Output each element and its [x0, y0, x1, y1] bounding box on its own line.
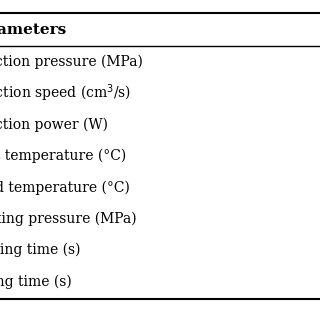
Text: Injection pressure (MPa): Injection pressure (MPa) [0, 55, 143, 69]
Text: Melt temperature (°C): Melt temperature (°C) [0, 149, 126, 163]
Text: Packing pressure (MPa): Packing pressure (MPa) [0, 212, 137, 226]
Text: Cooling time (s): Cooling time (s) [0, 243, 81, 257]
Text: Filling time (s): Filling time (s) [0, 275, 72, 289]
Text: Mold temperature (°C): Mold temperature (°C) [0, 180, 130, 195]
Text: Injection speed (cm$^3$/s): Injection speed (cm$^3$/s) [0, 83, 131, 104]
Text: Parameters: Parameters [0, 23, 66, 36]
Text: Injection power (W): Injection power (W) [0, 118, 108, 132]
